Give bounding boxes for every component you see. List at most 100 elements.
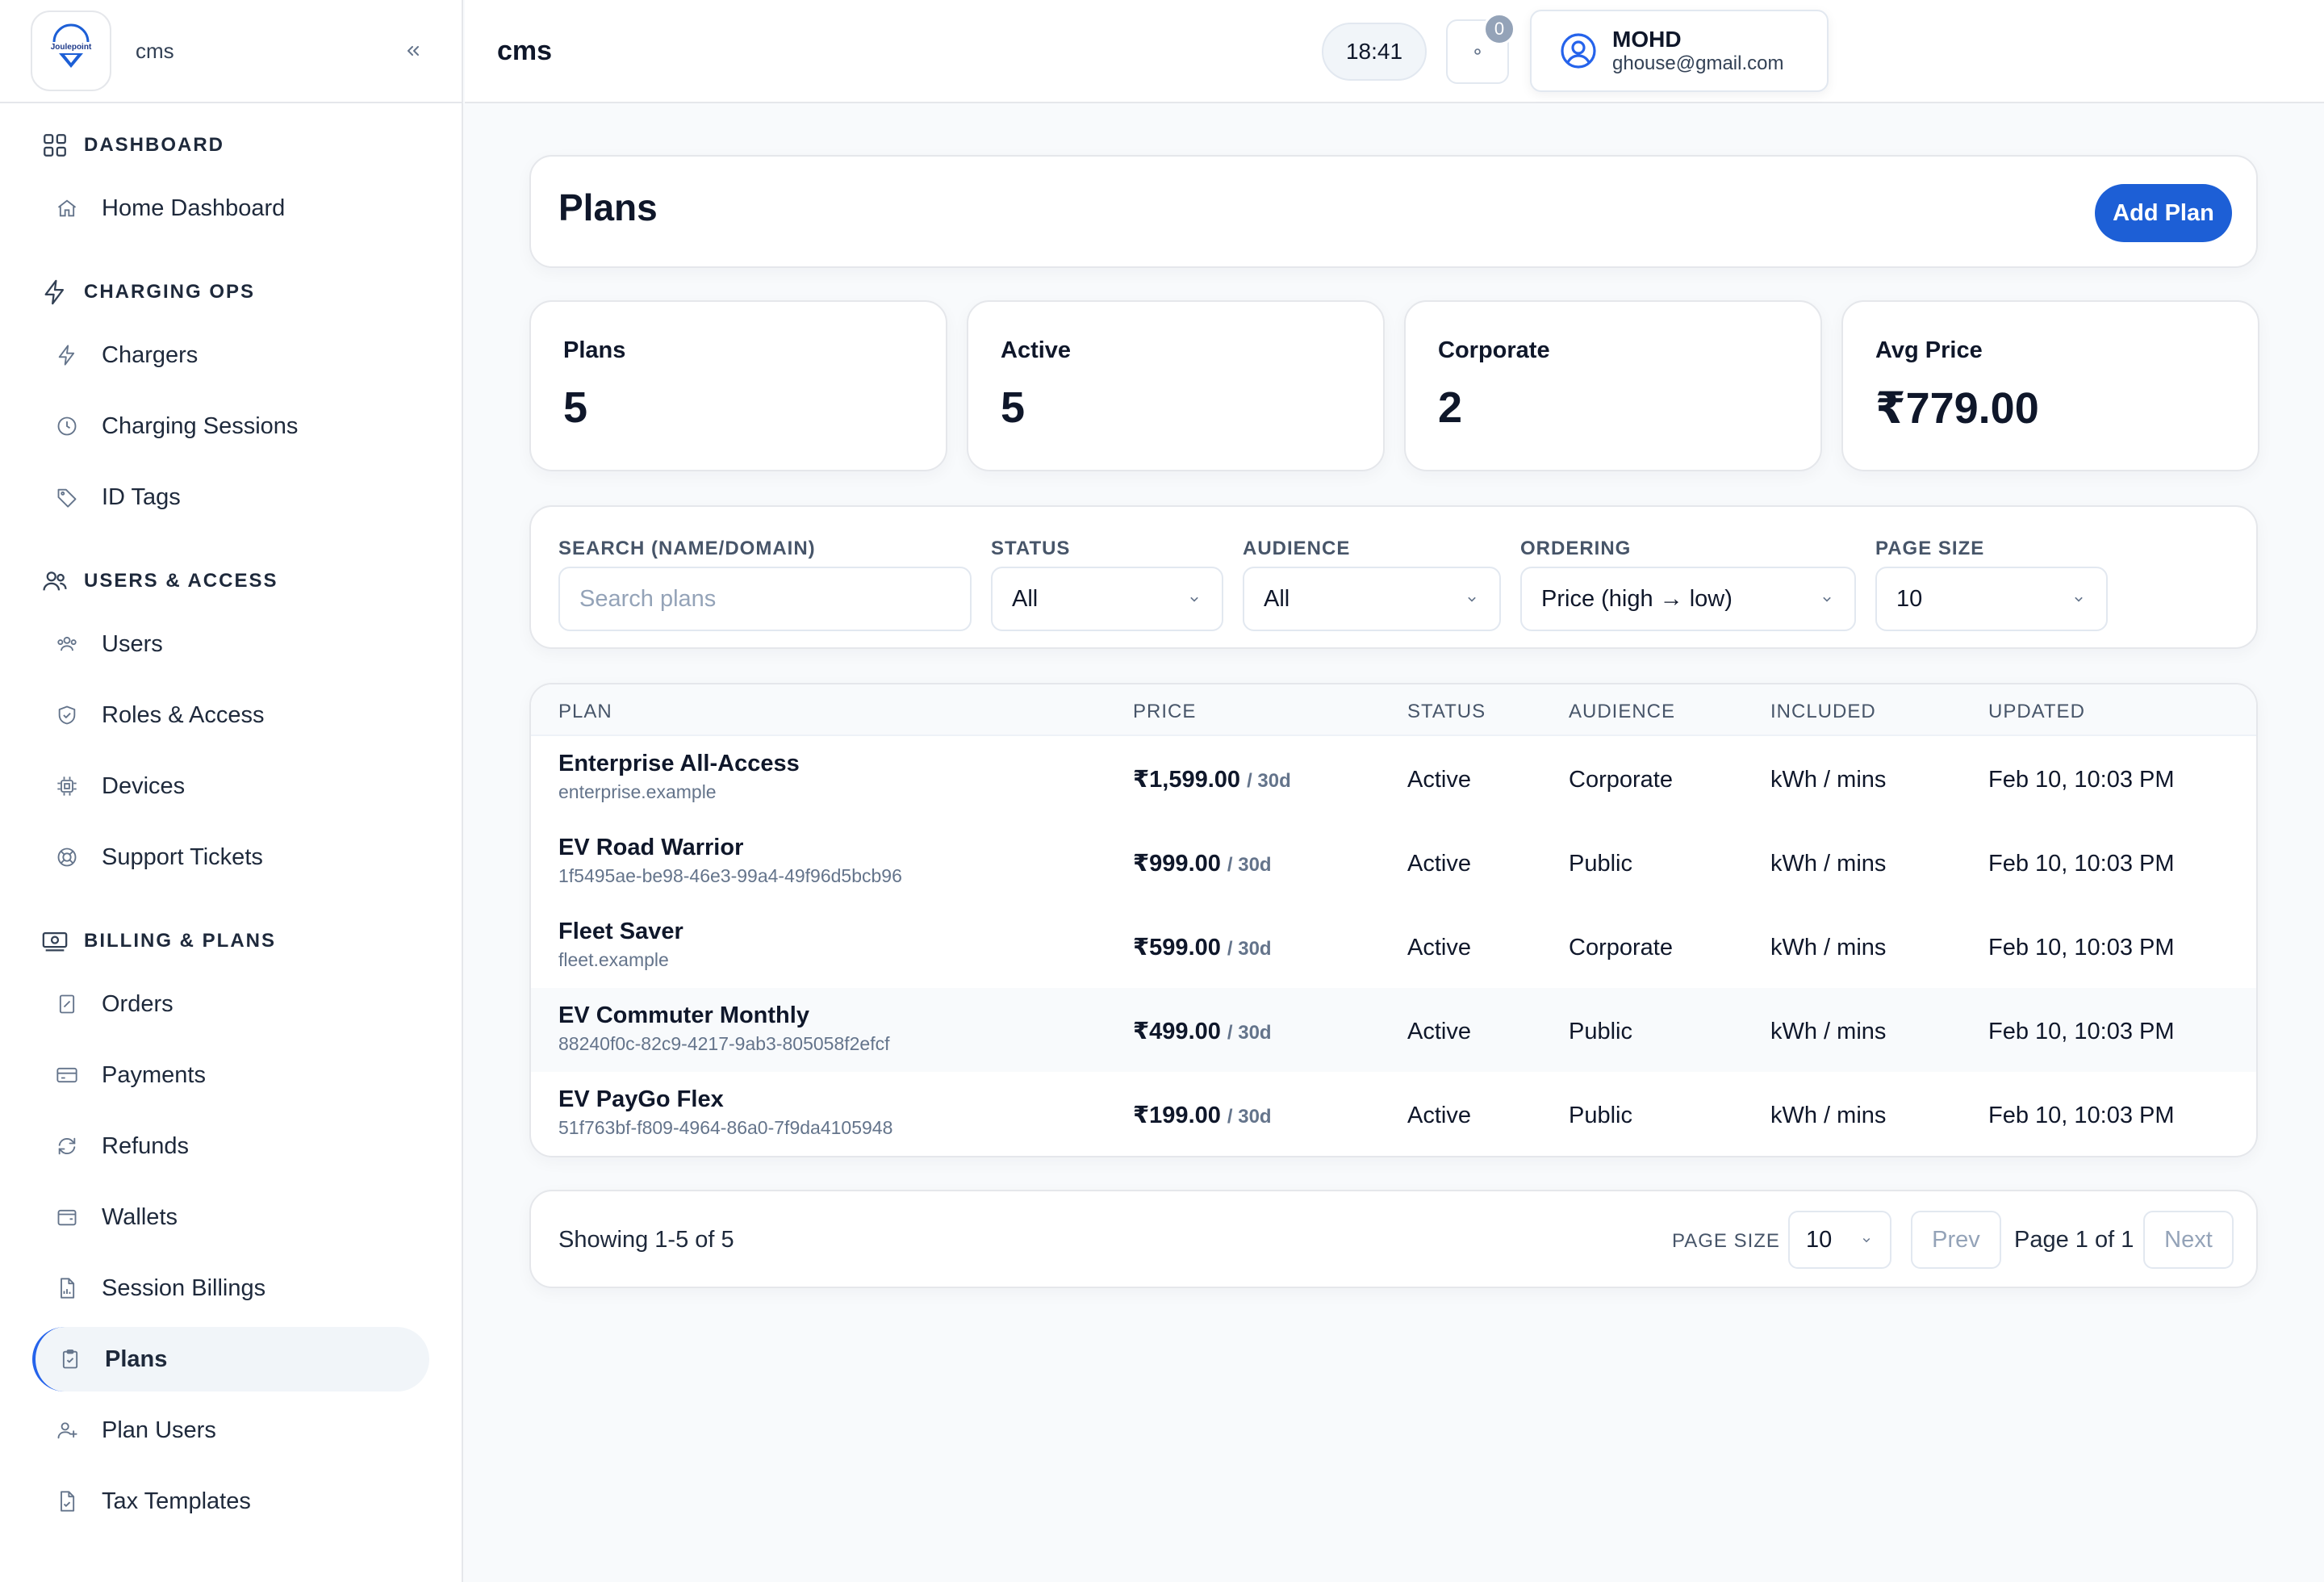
stat-card-avg-price: Avg Price ₹779.00 [1841,300,2259,471]
column-header-price[interactable]: PRICE [1133,701,1197,722]
section-title: BILLING & PLANS [84,930,276,952]
stat-card-corporate: Corporate 2 [1404,300,1822,471]
plan-domain: fleet.example [558,949,669,970]
section-title: CHARGING OPS [84,281,256,303]
sidebar-item-home-dashboard[interactable]: Home Dashboard [32,176,429,241]
bolt-icon [55,343,79,367]
page-size-select[interactable]: 10 [1875,567,2108,631]
chevron-down-icon [1464,591,1480,607]
sidebar-item-label: Wallets [102,1203,178,1230]
price-period: / 30d [1227,938,1272,960]
stat-label: Corporate [1438,337,1550,363]
status-label: STATUS [991,538,1071,559]
user-menu[interactable]: MOHD ghouse@gmail.com [1530,10,1829,92]
price-amount: ₹599.00 [1133,935,1221,960]
sidebar: Joulepoint cms DASHBOARD Home Dashboard [0,0,463,1582]
plan-updated: Feb 10, 10:03 PM [1988,935,2175,960]
search-input[interactable] [579,585,951,613]
page-title: Plans [558,186,658,228]
section-title: USERS & ACCESS [84,570,278,592]
ordering-select[interactable]: Price (high → low) [1520,567,1856,631]
ordering-select-value: Price (high → low) [1541,585,1733,612]
column-header-updated[interactable]: UPDATED [1988,701,2085,722]
prev-page-button[interactable]: Prev [1911,1211,2001,1269]
audience-label: AUDIENCE [1243,538,1351,559]
plan-name: Fleet Saver [558,919,683,944]
grid-icon [39,129,71,161]
plan-audience: Corporate [1569,767,1673,793]
add-plan-button[interactable]: Add Plan [2095,184,2232,242]
table-row[interactable]: Fleet Saver fleet.example ₹599.00 / 30d A… [531,904,2256,988]
section-users-access: USERS & ACCESS [0,557,462,605]
section-title: DASHBOARD [84,134,224,156]
stat-value: 2 [1438,383,1463,432]
filters-panel: SEARCH (NAME/DOMAIN) STATUS All AUDIENCE… [529,505,2258,649]
sidebar-item-roles-access[interactable]: Roles & Access [32,683,429,747]
topbar-title: cms [497,35,553,66]
collapse-sidebar-button[interactable] [395,33,431,69]
plans-header: Plans Add Plan [529,155,2258,268]
section-billing-plans: BILLING & PLANS [0,917,462,965]
sidebar-item-refunds[interactable]: Refunds [32,1114,429,1178]
sidebar-item-label: Home Dashboard [102,195,286,221]
sidebar-item-label: Chargers [102,341,199,368]
next-page-button[interactable]: Next [2143,1211,2234,1269]
table-row[interactable]: Enterprise All-Access enterprise.example… [531,736,2256,820]
audience-select[interactable]: All [1243,567,1501,631]
sidebar-item-plans[interactable]: Plans [32,1327,429,1392]
user-plus-icon [55,1418,79,1442]
pagination-page-size-select[interactable]: 10 [1788,1211,1891,1269]
plan-status: Active [1407,767,1471,793]
sidebar-item-payments[interactable]: Payments [32,1043,429,1107]
table-header: PLAN PRICE STATUS AUDIENCE INCLUDED UPDA… [531,684,2256,736]
column-header-status[interactable]: STATUS [1407,701,1486,722]
stat-value: 5 [1001,383,1026,432]
audience-select-value: All [1264,585,1290,612]
table-row[interactable]: EV Commuter Monthly 88240f0c-82c9-4217-9… [531,988,2256,1072]
notifications-button[interactable]: 0 [1446,13,1515,84]
plan-status: Active [1407,1019,1471,1044]
column-header-plan[interactable]: PLAN [558,701,612,722]
plan-audience: Public [1569,851,1632,877]
sidebar-item-wallets[interactable]: Wallets [32,1185,429,1249]
plan-name: EV Road Warrior [558,835,744,860]
chevron-down-icon [1819,591,1835,607]
sidebar-item-plan-users[interactable]: Plan Users [32,1398,429,1463]
sidebar-item-label: Session Billings [102,1274,266,1301]
plan-domain: enterprise.example [558,781,717,802]
sidebar-item-support-tickets[interactable]: Support Tickets [32,825,429,889]
plan-included: kWh / mins [1770,767,1887,793]
sidebar-item-charging-sessions[interactable]: Charging Sessions [32,394,429,458]
table-row[interactable]: EV Road Warrior 1f5495ae-be98-46e3-99a4-… [531,820,2256,904]
page-size-label: PAGE SIZE [1875,538,1985,559]
sidebar-item-id-tags[interactable]: ID Tags [32,465,429,529]
plan-audience: Public [1569,1103,1632,1128]
sidebar-item-users[interactable]: Users [32,612,429,676]
column-header-included[interactable]: INCLUDED [1770,701,1876,722]
sidebar-item-label: Users [102,630,163,657]
sidebar-item-label: Plan Users [102,1417,216,1443]
plan-audience: Public [1569,1019,1632,1044]
lifebuoy-icon [55,845,79,869]
users-icon [55,632,79,656]
status-select[interactable]: All [991,567,1223,631]
plan-status: Active [1407,851,1471,877]
sidebar-item-session-billings[interactable]: Session Billings [32,1256,429,1320]
sidebar-item-orders[interactable]: Orders [32,972,429,1036]
brand-logo[interactable]: Joulepoint [31,10,111,91]
sidebar-item-tax-templates[interactable]: Tax Templates [32,1469,429,1534]
table-row[interactable]: EV PayGo Flex 51f763bf-f809-4964-86a0-7f… [531,1072,2256,1156]
column-header-audience[interactable]: AUDIENCE [1569,701,1676,722]
search-field [558,567,972,631]
plan-updated: Feb 10, 10:03 PM [1988,1019,2175,1044]
users-icon [39,565,71,597]
plan-price: ₹599.00 / 30d [1133,933,1272,961]
price-amount: ₹1,599.00 [1133,767,1241,793]
plan-name: EV PayGo Flex [558,1086,724,1112]
stat-value: ₹779.00 [1875,384,2039,433]
sidebar-item-chargers[interactable]: Chargers [32,323,429,387]
sidebar-item-devices[interactable]: Devices [32,754,429,818]
stat-label: Avg Price [1875,337,1983,363]
section-charging-ops: CHARGING OPS [0,268,462,316]
plan-audience: Corporate [1569,935,1673,960]
